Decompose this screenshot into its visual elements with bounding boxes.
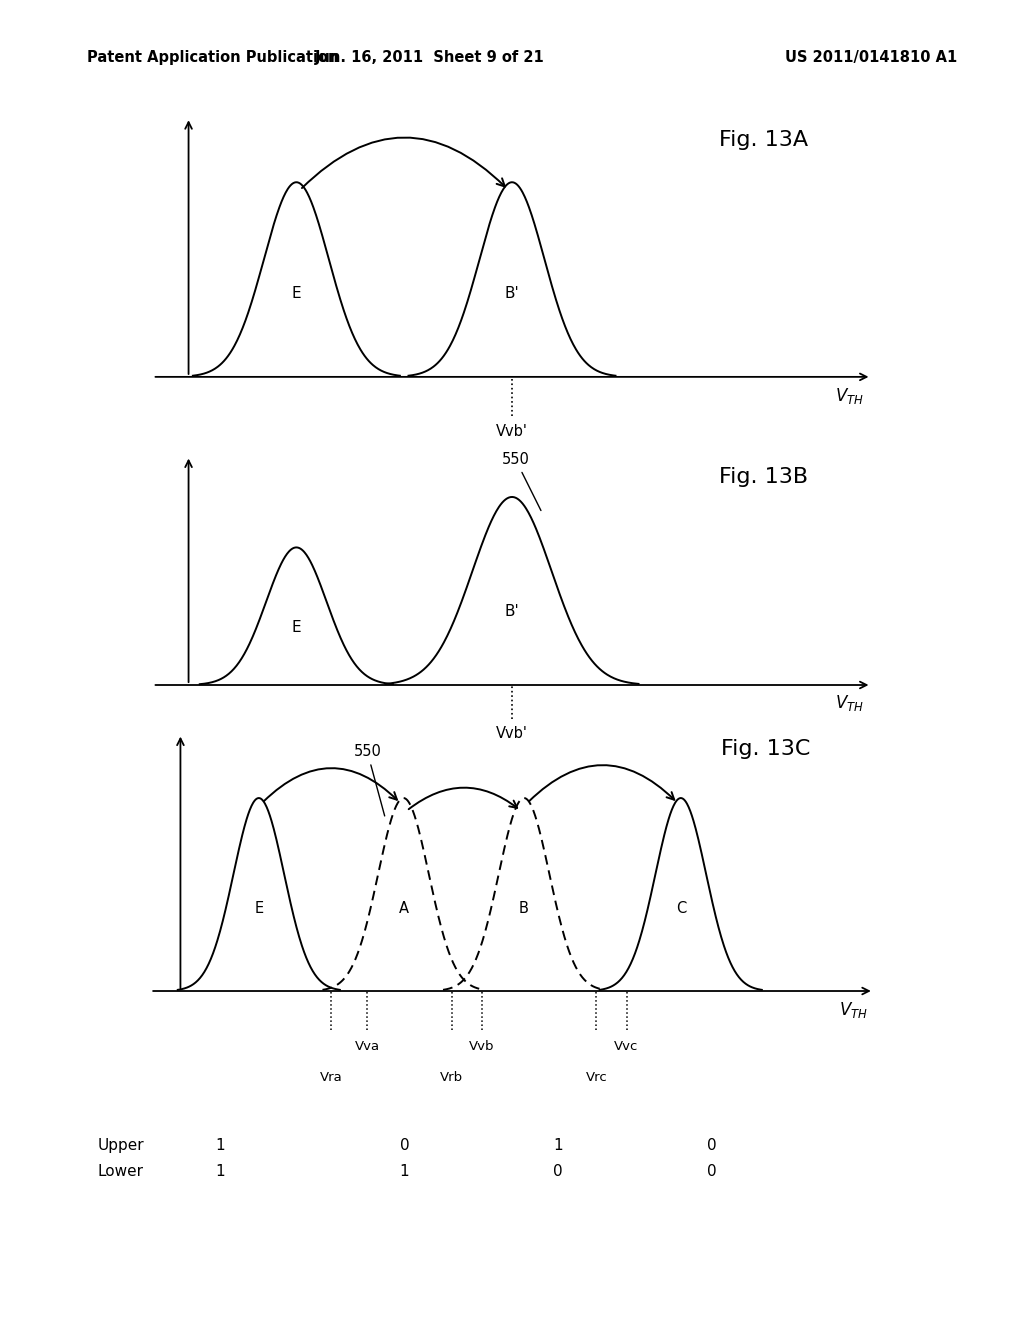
- Text: E: E: [292, 620, 301, 635]
- Text: Fig. 13B: Fig. 13B: [719, 467, 808, 487]
- Text: Fig. 13C: Fig. 13C: [721, 739, 810, 759]
- Text: B: B: [519, 902, 529, 916]
- Text: Patent Application Publication: Patent Application Publication: [87, 50, 339, 65]
- Text: A: A: [398, 902, 409, 916]
- Text: 1: 1: [215, 1138, 225, 1152]
- Text: Vvb': Vvb': [496, 424, 528, 438]
- Text: B': B': [505, 286, 519, 301]
- Text: Lower: Lower: [97, 1164, 143, 1179]
- Text: E: E: [292, 286, 301, 301]
- Text: 1: 1: [215, 1164, 225, 1179]
- Text: $V_{TH}$: $V_{TH}$: [836, 693, 864, 713]
- Text: $V_{TH}$: $V_{TH}$: [836, 385, 864, 407]
- Text: E: E: [254, 902, 263, 916]
- Text: 550: 550: [502, 453, 541, 511]
- Text: B': B': [505, 605, 519, 619]
- Text: Vra: Vra: [319, 1071, 342, 1084]
- Text: 0: 0: [553, 1164, 563, 1179]
- Text: $V_{TH}$: $V_{TH}$: [839, 1001, 867, 1020]
- Text: 1: 1: [553, 1138, 563, 1152]
- Text: Fig. 13A: Fig. 13A: [719, 131, 808, 150]
- Text: 1: 1: [399, 1164, 410, 1179]
- Text: 0: 0: [399, 1138, 410, 1152]
- Text: Vvb: Vvb: [469, 1040, 495, 1053]
- Text: US 2011/0141810 A1: US 2011/0141810 A1: [785, 50, 957, 65]
- Text: Vva: Vva: [354, 1040, 380, 1053]
- Text: C: C: [676, 902, 686, 916]
- Text: 550: 550: [353, 744, 385, 816]
- Text: Jun. 16, 2011  Sheet 9 of 21: Jun. 16, 2011 Sheet 9 of 21: [315, 50, 545, 65]
- Text: Vrb: Vrb: [440, 1071, 463, 1084]
- Text: Vvb': Vvb': [496, 726, 528, 742]
- Text: Vvc: Vvc: [614, 1040, 639, 1053]
- Text: 0: 0: [707, 1138, 717, 1152]
- Text: Upper: Upper: [97, 1138, 144, 1152]
- Text: Vrc: Vrc: [586, 1071, 607, 1084]
- Text: 0: 0: [707, 1164, 717, 1179]
